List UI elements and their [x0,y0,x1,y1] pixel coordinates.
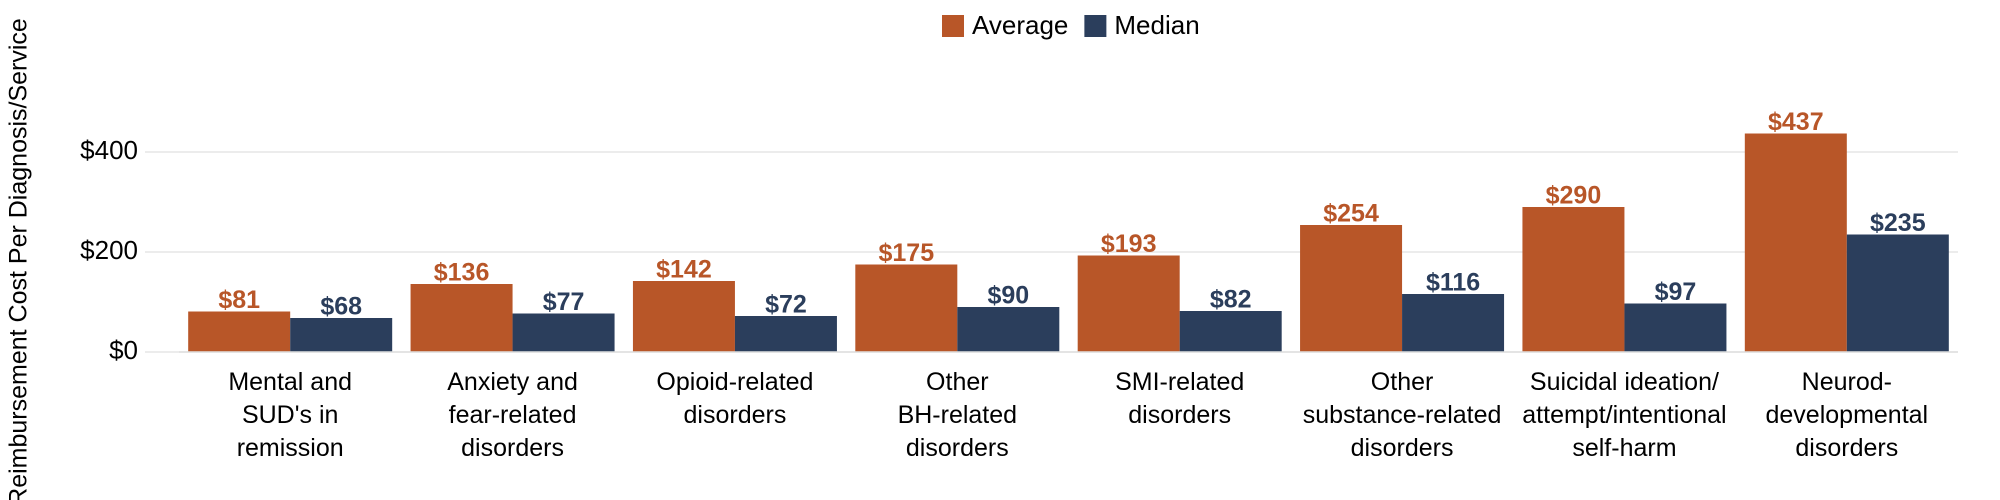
value-label: $290 [1546,182,1602,210]
value-label: $142 [656,256,712,284]
bar [512,313,615,352]
x-tick-label: Neurod- developmental disorders [1765,368,1929,462]
value-label: $193 [1101,230,1157,258]
y-axis-label: Reimbursement Cost Per Diagnosis/Service [5,18,33,500]
value-label: $68 [320,293,362,321]
bar [1522,207,1625,352]
x-tick-label: Mental and SUD's in remission [228,368,353,462]
bar [1300,225,1403,352]
value-label: $254 [1323,200,1379,228]
y-tick-label: $0 [109,335,138,365]
x-tick-label: Suicidal ideation/ attempt/intentional s… [1522,368,1727,462]
bar [1846,234,1949,352]
x-tick-label: Opioid-related disorders [656,368,814,429]
value-label: $235 [1870,209,1926,237]
bar [290,318,393,352]
bar [1077,255,1180,352]
value-label: $116 [1426,269,1480,297]
value-label: $72 [765,291,807,319]
bar [855,264,958,352]
bar [410,284,513,352]
bar [632,281,735,352]
bar [1744,133,1847,352]
y-tick-label: $200 [80,235,138,265]
value-label: $77 [543,288,585,316]
value-label: $81 [218,286,260,314]
x-tick-label: Other BH-related disorders [897,368,1018,462]
value-label: $175 [879,239,935,267]
x-tick-label: Anxiety and fear-related disorders [447,368,578,462]
legend-swatch [942,15,964,37]
bar [957,307,1060,352]
bar [1624,303,1727,352]
x-tick-label: SMI-related disorders [1115,368,1245,429]
y-tick-label: $400 [80,135,138,165]
value-label: $97 [1655,278,1697,306]
bar [734,316,837,352]
legend-label: Average [972,10,1068,40]
bar [1179,311,1282,352]
value-label: $82 [1210,286,1252,314]
value-label: $136 [434,259,490,287]
legend-label: Median [1114,10,1199,40]
value-label: $90 [987,282,1029,310]
value-label: $437 [1768,108,1824,136]
legend-swatch [1084,15,1107,37]
bar [188,311,291,352]
bar [1402,294,1505,352]
x-tick-label: Other substance-related disorders [1302,368,1502,462]
